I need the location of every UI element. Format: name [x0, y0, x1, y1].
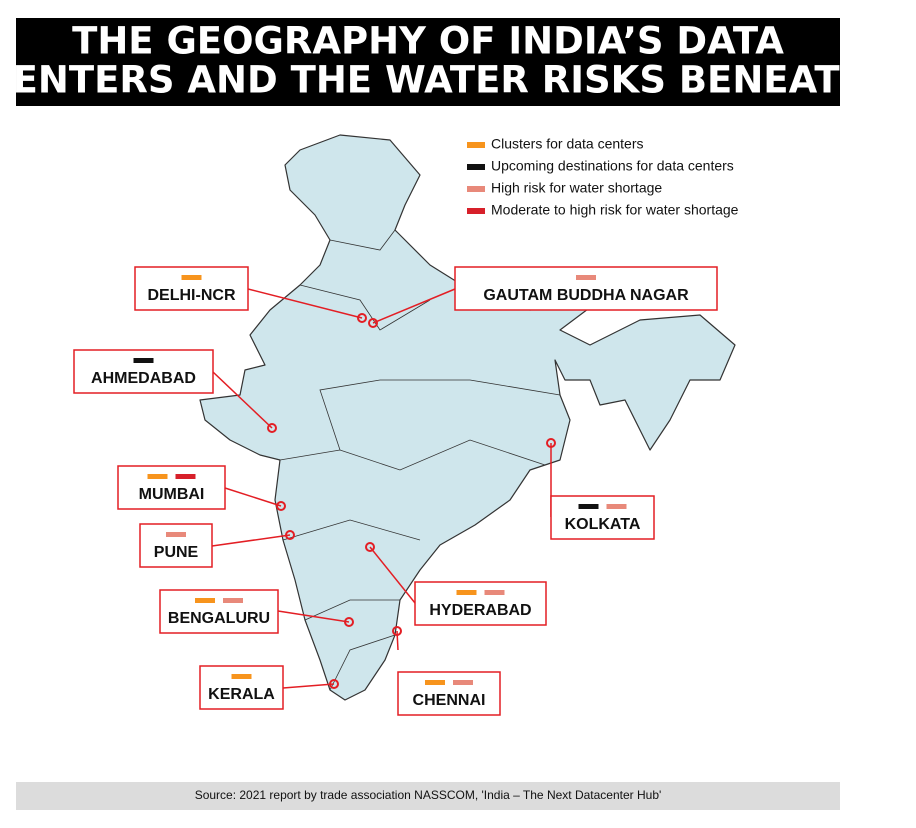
city-dot: [267, 423, 277, 433]
tag-bar: [175, 474, 196, 479]
callout-line: [277, 610, 350, 623]
legend-swatch: [467, 142, 485, 148]
title-line: CENTERS AND THE WATER RISKS BENEATH: [0, 59, 871, 102]
tag-bar: [456, 590, 477, 595]
callout-box: [134, 266, 249, 311]
tag-bar: [195, 598, 215, 603]
callout-line: [282, 683, 335, 689]
source: Source: 2021 report by trade association…: [195, 788, 662, 802]
city-name: CHENNAI: [413, 692, 486, 709]
tag-bar: [576, 275, 596, 280]
legend-swatch: [467, 208, 485, 214]
callout-line: [247, 288, 363, 319]
tag-bar: [166, 532, 186, 537]
city-name: GAUTAM BUDDHA NAGAR: [483, 287, 689, 304]
tag-bar: [606, 504, 627, 509]
legend-label: Upcoming destinations for data centers: [491, 158, 734, 174]
title-line: THE GEOGRAPHY OF INDIA’S DATA: [72, 20, 784, 63]
tag-bar: [223, 598, 243, 603]
callout-line: [212, 371, 273, 429]
callout-line: [372, 288, 456, 324]
callout-box: [139, 523, 213, 568]
city-name: BENGALURU: [168, 610, 270, 627]
callout-box: [454, 266, 718, 311]
callout-box: [550, 495, 655, 540]
city-dot: [329, 679, 339, 689]
city-dot: [546, 438, 556, 448]
legend-label: Moderate to high risk for water shortage: [491, 202, 739, 218]
tag-bar: [133, 358, 154, 363]
callout-line: [396, 630, 399, 651]
legend-label: Clusters for data centers: [491, 136, 644, 152]
callout-box: [117, 465, 226, 510]
legend-swatch: [467, 186, 485, 192]
callout-box: [414, 581, 547, 626]
city-name: HYDERABAD: [429, 602, 531, 619]
source-band: [16, 782, 840, 810]
city-dot: [365, 542, 375, 552]
city-name: AHMEDABAD: [91, 370, 196, 387]
callout-line: [224, 487, 282, 507]
city-dot: [357, 313, 367, 323]
callout-box: [73, 349, 214, 394]
city-dot: [392, 626, 402, 636]
city-name: MUMBAI: [139, 486, 205, 503]
callout-line: [211, 534, 291, 547]
city-name: KOLKATA: [565, 516, 641, 533]
city-name: DELHI-NCR: [148, 287, 236, 304]
city-dot: [276, 501, 286, 511]
tag-bar: [425, 680, 445, 685]
city-dot: [344, 617, 354, 627]
state-borders: [279, 229, 561, 691]
legend-swatch: [467, 164, 485, 170]
tag-bar: [147, 474, 168, 479]
callout-box: [159, 589, 279, 634]
tag-bar: [181, 275, 202, 280]
tag-bar: [484, 590, 505, 595]
city-name: PUNE: [154, 544, 199, 561]
tag-bar: [453, 680, 473, 685]
callout-box: [397, 671, 501, 716]
city-dot: [285, 530, 295, 540]
callout-box: [199, 665, 284, 710]
title-band: [16, 18, 840, 106]
tag-bar: [578, 504, 599, 509]
tag-bar: [231, 674, 252, 679]
legend-label: High risk for water shortage: [491, 180, 662, 196]
city-dot: [368, 318, 378, 328]
city-name: KERALA: [208, 686, 275, 703]
callout-line: [369, 546, 416, 604]
